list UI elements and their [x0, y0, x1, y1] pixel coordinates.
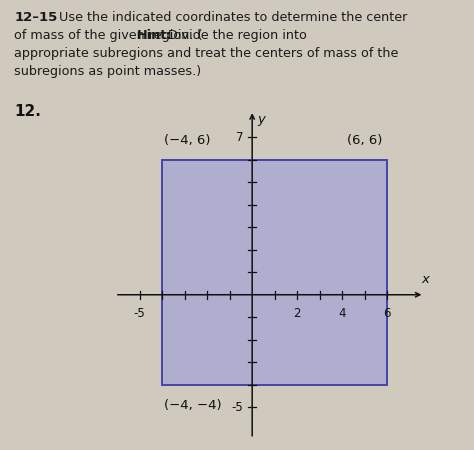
Text: subregions as point masses.): subregions as point masses.) — [14, 65, 201, 78]
Text: 12.: 12. — [14, 104, 41, 118]
Text: Divide the region into: Divide the region into — [164, 29, 306, 42]
Text: Hint:: Hint: — [137, 29, 172, 42]
Text: Use the indicated coordinates to determine the center: Use the indicated coordinates to determi… — [55, 11, 407, 24]
Text: y: y — [258, 112, 266, 126]
Text: 12–15: 12–15 — [14, 11, 57, 24]
Text: -5: -5 — [231, 401, 243, 414]
Text: 6: 6 — [383, 307, 391, 320]
Text: (−4, −4): (−4, −4) — [164, 400, 222, 412]
Bar — [162, 160, 387, 385]
Text: 7: 7 — [236, 131, 243, 144]
Text: (−4, 6): (−4, 6) — [164, 135, 211, 148]
Text: x: x — [421, 273, 429, 286]
Text: (6, 6): (6, 6) — [346, 135, 382, 148]
Text: 4: 4 — [338, 307, 346, 320]
Text: 2: 2 — [293, 307, 301, 320]
Text: appropriate subregions and treat the centers of mass of the: appropriate subregions and treat the cen… — [14, 47, 399, 60]
Text: of mass of the given region. (: of mass of the given region. ( — [14, 29, 203, 42]
Text: -5: -5 — [134, 307, 146, 320]
